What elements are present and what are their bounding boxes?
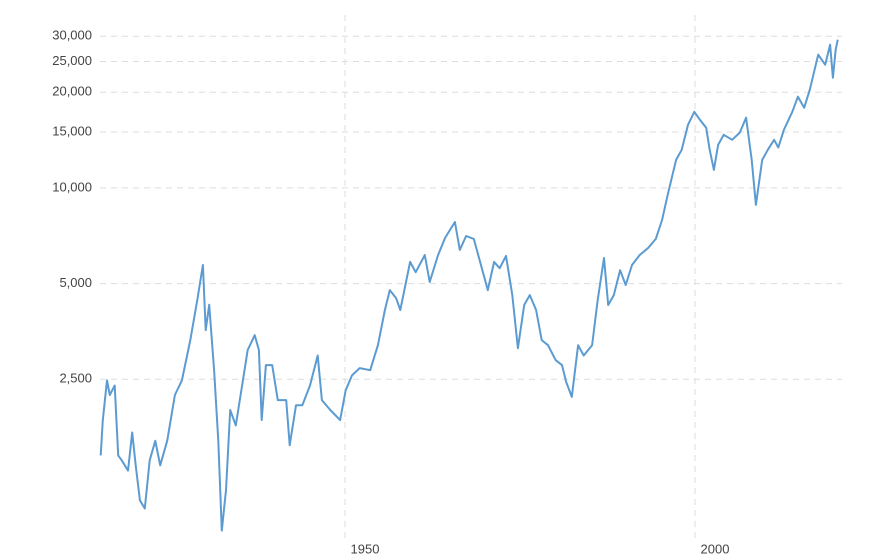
y-tick-label: 20,000 (52, 84, 92, 99)
y-tick-label: 15,000 (52, 123, 92, 138)
y-tick-label: 5,000 (59, 275, 92, 290)
y-tick-label: 30,000 (52, 28, 92, 43)
x-tick-label: 2000 (701, 541, 730, 556)
y-tick-label: 10,000 (52, 179, 92, 194)
line (99, 39, 839, 532)
y-tick-label: 2,500 (59, 371, 92, 386)
y-tick-label: 25,000 (52, 53, 92, 68)
x-tick-label: 1950 (351, 541, 380, 556)
